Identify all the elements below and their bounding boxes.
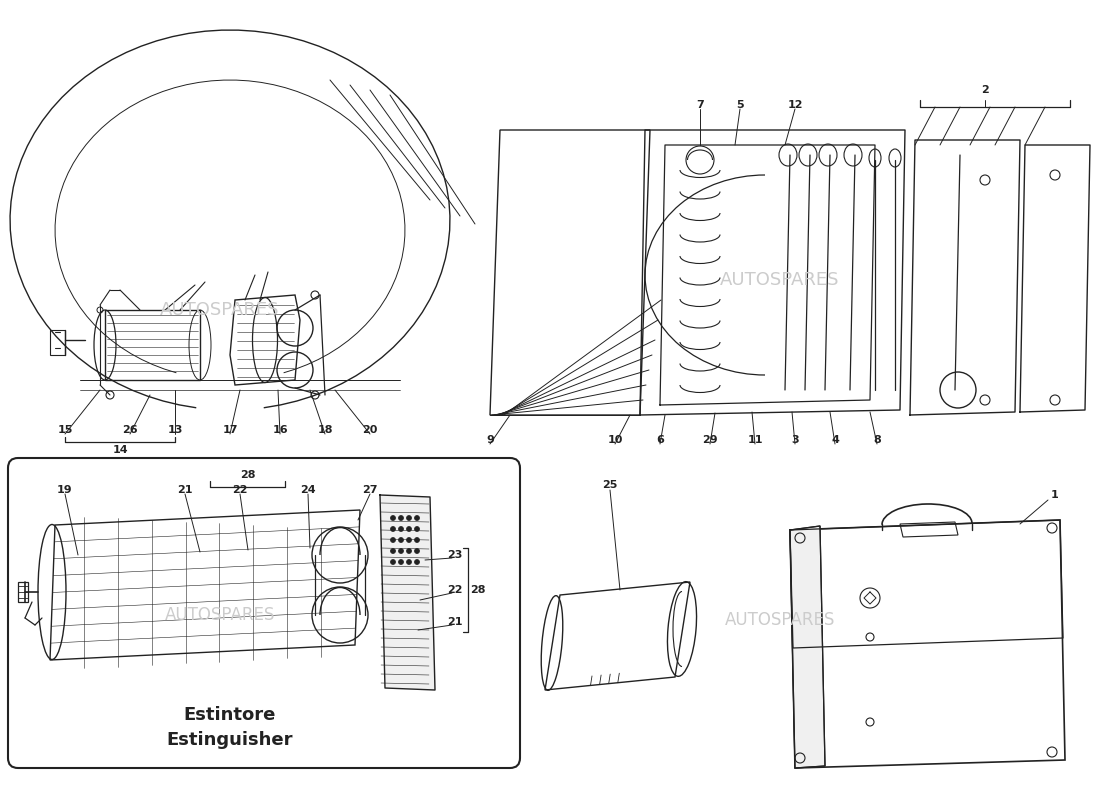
Circle shape — [398, 515, 404, 521]
Circle shape — [415, 549, 419, 554]
Circle shape — [390, 549, 396, 554]
Text: 29: 29 — [702, 435, 718, 445]
Text: 26: 26 — [122, 425, 138, 435]
Circle shape — [390, 559, 396, 565]
Text: 15: 15 — [57, 425, 73, 435]
Circle shape — [407, 515, 411, 521]
Text: 24: 24 — [300, 485, 316, 495]
Text: 7: 7 — [696, 100, 704, 110]
Text: 6: 6 — [656, 435, 664, 445]
Text: AUTOSPARES: AUTOSPARES — [161, 301, 279, 319]
Text: 8: 8 — [873, 435, 881, 445]
Text: 17: 17 — [222, 425, 238, 435]
Circle shape — [407, 538, 411, 542]
Text: 20: 20 — [362, 425, 377, 435]
Text: 18: 18 — [317, 425, 332, 435]
Circle shape — [415, 526, 419, 531]
Text: 25: 25 — [603, 480, 618, 490]
Text: 22: 22 — [448, 585, 463, 595]
Circle shape — [398, 526, 404, 531]
Circle shape — [398, 559, 404, 565]
Text: 10: 10 — [607, 435, 623, 445]
Polygon shape — [379, 495, 434, 690]
Circle shape — [415, 559, 419, 565]
Text: 2: 2 — [981, 85, 989, 95]
Text: AUTOSPARES: AUTOSPARES — [165, 606, 275, 624]
Text: 16: 16 — [272, 425, 288, 435]
Circle shape — [390, 526, 396, 531]
Polygon shape — [790, 526, 825, 768]
Circle shape — [407, 526, 411, 531]
Circle shape — [415, 515, 419, 521]
Text: Estinguisher: Estinguisher — [167, 731, 294, 749]
Text: 11: 11 — [747, 435, 762, 445]
Circle shape — [415, 538, 419, 542]
Circle shape — [398, 549, 404, 554]
Text: 4: 4 — [832, 435, 839, 445]
Circle shape — [407, 559, 411, 565]
Text: 21: 21 — [177, 485, 192, 495]
Text: 1: 1 — [1052, 490, 1059, 500]
Text: 9: 9 — [486, 435, 494, 445]
Text: 23: 23 — [448, 550, 463, 560]
Circle shape — [390, 515, 396, 521]
Circle shape — [407, 549, 411, 554]
Text: 21: 21 — [448, 617, 463, 627]
Text: 28: 28 — [240, 470, 255, 480]
Text: 3: 3 — [791, 435, 799, 445]
Text: 13: 13 — [167, 425, 183, 435]
Text: 27: 27 — [362, 485, 377, 495]
Text: AUTOSPARES: AUTOSPARES — [720, 271, 839, 289]
Text: 28: 28 — [471, 585, 486, 595]
Text: 12: 12 — [788, 100, 803, 110]
Text: 19: 19 — [57, 485, 73, 495]
Text: 14: 14 — [112, 445, 128, 455]
Text: Estintore: Estintore — [184, 706, 276, 724]
Circle shape — [398, 538, 404, 542]
Circle shape — [390, 538, 396, 542]
Text: 5: 5 — [736, 100, 744, 110]
Text: 22: 22 — [232, 485, 248, 495]
Text: AUTOSPARES: AUTOSPARES — [725, 611, 835, 629]
